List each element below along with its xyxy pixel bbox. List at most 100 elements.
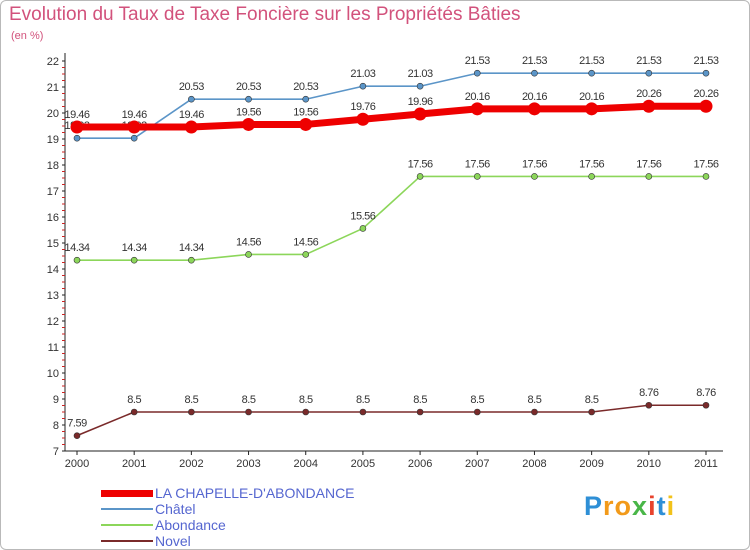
data-label: 17.56 <box>636 158 661 170</box>
y-tick-label: 19 <box>47 134 59 146</box>
data-point <box>130 408 138 416</box>
data-point <box>702 173 710 180</box>
data-point <box>359 225 367 232</box>
data-point <box>645 401 653 409</box>
data-label: 8.5 <box>585 394 599 406</box>
y-tick-label: 13 <box>47 290 59 302</box>
x-tick-label: 2004 <box>293 458 317 470</box>
data-point <box>130 134 138 142</box>
data-point <box>127 120 141 134</box>
data-point <box>73 432 81 439</box>
data-point <box>473 408 481 416</box>
data-label: 8.5 <box>299 394 313 406</box>
series-line-2 <box>76 404 707 437</box>
data-point <box>416 408 424 416</box>
data-point <box>470 102 484 116</box>
data-point <box>699 99 713 113</box>
chart-title: Evolution du Taux de Taxe Foncière sur l… <box>9 4 521 25</box>
data-point <box>188 256 195 264</box>
data-point <box>245 251 252 258</box>
data-point <box>531 408 538 416</box>
y-tick-label: 20 <box>47 108 59 120</box>
x-tick-label: 2006 <box>408 458 432 470</box>
data-point <box>416 82 424 90</box>
data-point <box>299 117 313 131</box>
y-tick-label: 18 <box>47 160 59 172</box>
data-point <box>73 134 81 142</box>
data-label: 21.53 <box>693 55 718 67</box>
x-tick-label: 2003 <box>236 458 260 470</box>
data-point <box>473 69 481 77</box>
data-label: 8.5 <box>470 394 484 406</box>
data-label: 8.5 <box>528 394 542 406</box>
legend-label: Châtel <box>155 501 196 517</box>
legend-label: Novel <box>155 533 191 549</box>
y-tick-label: 16 <box>47 212 59 224</box>
data-point <box>356 112 370 126</box>
data-label: 17.56 <box>522 158 547 170</box>
y-tick-label: 21 <box>47 82 59 94</box>
data-point <box>413 107 427 121</box>
data-label: 15.56 <box>350 210 375 222</box>
logo-text: Proxiti <box>584 491 676 521</box>
y-tick-label: 11 <box>48 342 59 354</box>
data-label: 8.5 <box>242 394 256 406</box>
data-point <box>242 117 256 131</box>
y-tick-label: 17 <box>47 186 59 198</box>
y-tick-label: 14 <box>47 264 59 276</box>
x-tick-label: 2007 <box>465 458 489 470</box>
y-axis-unit: (en %) <box>11 30 44 42</box>
data-point <box>302 408 310 416</box>
data-label: 21.53 <box>636 55 661 67</box>
x-tick-label: 2001 <box>122 458 146 470</box>
data-point <box>188 408 195 416</box>
x-tick-label: 2008 <box>522 458 546 470</box>
data-label: 20.16 <box>522 91 547 103</box>
data-point <box>70 120 84 134</box>
data-label: 19.96 <box>408 96 433 108</box>
data-label: 19.46 <box>179 109 204 121</box>
data-label: 19.46 <box>122 109 147 121</box>
data-label: 20.16 <box>465 91 490 103</box>
data-label: 8.5 <box>356 394 370 406</box>
legend-swatch <box>101 524 153 526</box>
data-point <box>188 95 195 103</box>
proxiti-logo: Proxiti <box>584 491 675 522</box>
data-point <box>702 69 710 77</box>
data-point <box>302 95 310 103</box>
data-label: 19.56 <box>236 106 261 118</box>
x-tick-label: 2011 <box>694 458 718 470</box>
y-tick-label: 12 <box>47 316 59 328</box>
data-point <box>585 102 599 116</box>
data-point <box>245 408 252 416</box>
data-label: 14.56 <box>293 236 318 248</box>
data-label: 21.03 <box>408 68 433 80</box>
data-point <box>531 173 538 180</box>
data-point <box>302 251 310 258</box>
data-label: 21.53 <box>522 55 547 67</box>
y-tick-label: 7 <box>53 446 59 458</box>
data-point <box>245 95 252 103</box>
data-point <box>473 173 481 180</box>
data-label: 7.59 <box>67 418 87 430</box>
data-label: 21.53 <box>465 55 490 67</box>
data-label: 17.56 <box>465 158 490 170</box>
data-label: 8.76 <box>639 387 659 399</box>
data-label: 20.16 <box>579 91 604 103</box>
x-tick-label: 2005 <box>351 458 375 470</box>
data-point <box>645 173 653 180</box>
legend-swatch <box>101 540 153 542</box>
legend-label: Abondance <box>155 517 226 533</box>
x-tick-label: 2009 <box>579 458 603 470</box>
legend-swatch <box>101 508 153 510</box>
data-label: 19.76 <box>350 101 375 113</box>
data-label: 20.53 <box>179 81 204 93</box>
data-point <box>130 256 138 264</box>
series-line-0 <box>76 72 707 140</box>
y-tick-label: 15 <box>47 238 59 250</box>
data-label: 8.5 <box>184 394 198 406</box>
data-label: 8.76 <box>696 387 716 399</box>
legend-swatch <box>101 490 153 497</box>
data-point <box>73 256 81 264</box>
